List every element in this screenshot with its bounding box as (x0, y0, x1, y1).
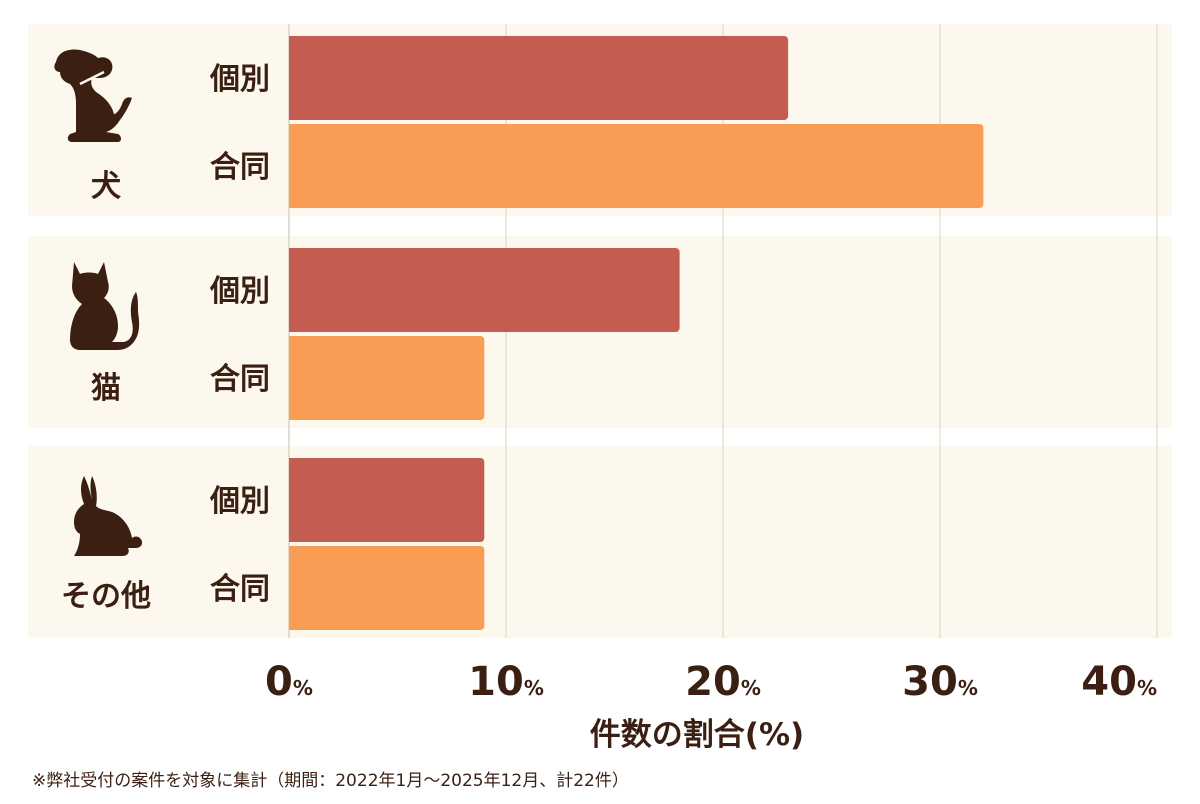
bar-goudou (289, 546, 485, 630)
bar-category-label: 個別 (209, 62, 270, 97)
bar-category-label: 合同 (210, 572, 270, 607)
x-tick-unit: % (958, 676, 978, 700)
bar-edge (289, 336, 295, 420)
bar-kobetsu (289, 36, 789, 120)
x-tick-value: 30 (902, 659, 958, 705)
bar-category-label: 合同 (210, 150, 270, 185)
rabbit-icon (74, 476, 143, 556)
dog-icon-collar (79, 70, 105, 86)
group-label: 犬 (91, 169, 121, 204)
footnote: ※弊社受付の案件を対象に集計（期間：2022年1月～2025年12月、計22件） (32, 771, 629, 791)
bar-category-label: 個別 (209, 484, 270, 519)
x-tick-unit: % (1137, 676, 1157, 700)
bar-goudou (289, 336, 485, 420)
x-tick-unit: % (741, 676, 761, 700)
x-tick-label: 0% (265, 659, 313, 705)
x-tick-label: 10% (468, 659, 544, 705)
x-tick-unit: % (293, 676, 313, 700)
x-tick-value: 10 (468, 659, 524, 705)
cat-icon (70, 262, 140, 350)
rabbit-icon-body (74, 476, 143, 556)
bar-edge (289, 546, 295, 630)
x-tick-value: 0 (265, 659, 293, 705)
bar-edge (289, 124, 295, 208)
group-label: 猫 (91, 371, 121, 406)
group-label: その他 (61, 579, 151, 614)
x-tick-label: 40% (1081, 659, 1157, 705)
x-axis-title: 件数の割合(%) (590, 717, 804, 753)
bar-edge (289, 248, 295, 332)
bar-category-label: 合同 (210, 362, 270, 397)
x-tick-value: 40 (1081, 659, 1137, 705)
dog-icon-body (54, 49, 132, 142)
x-tick-label: 30% (902, 659, 978, 705)
bar-kobetsu (289, 458, 485, 542)
bar-goudou (289, 124, 984, 208)
bar-edge (289, 36, 295, 120)
x-tick-unit: % (524, 676, 544, 700)
bar-category-label: 個別 (209, 274, 270, 309)
group-background (28, 446, 1172, 638)
dog-icon (54, 49, 132, 142)
bar-edge (289, 458, 295, 542)
cat-icon-body (70, 262, 140, 350)
group-icons (54, 49, 143, 556)
x-tick-value: 20 (685, 659, 741, 705)
x-tick-label: 20% (685, 659, 761, 705)
bars (289, 36, 984, 630)
x-axis: 0% 10% 20% 30% 40%件数の割合(%) (265, 659, 1157, 753)
bar-kobetsu (289, 248, 680, 332)
